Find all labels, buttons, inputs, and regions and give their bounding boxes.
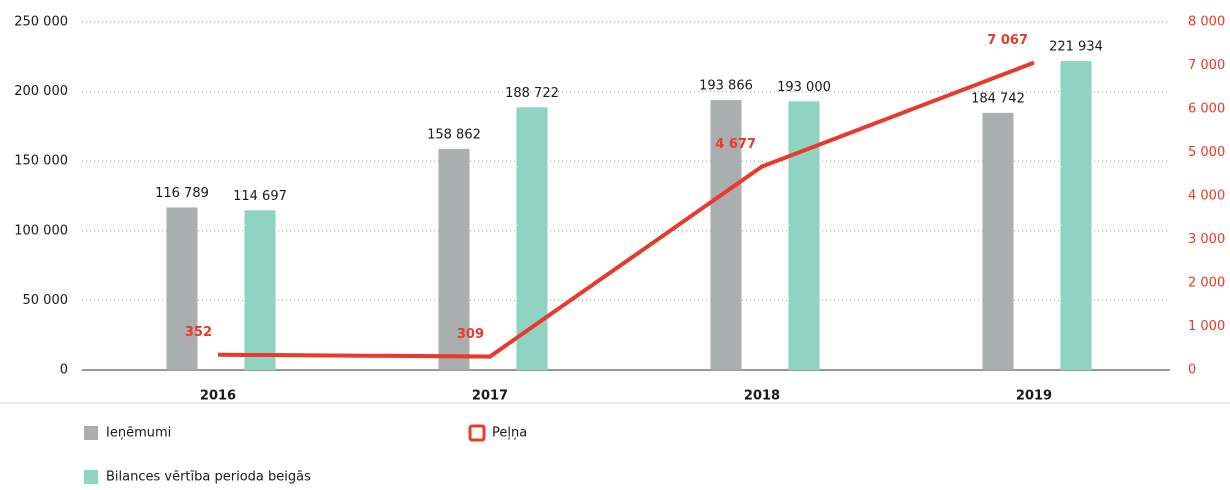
x-tick-label: 2016 — [200, 389, 236, 404]
data-label: 193 000 — [777, 80, 831, 95]
y2-tick-label: 0 — [1188, 363, 1196, 378]
y2-tick-label: 7 000 — [1188, 58, 1225, 73]
data-label: 221 934 — [1049, 40, 1103, 55]
legend-label: Bilances vērtība perioda beigās — [106, 470, 311, 485]
bar — [982, 112, 1014, 370]
data-label: 4 677 — [715, 137, 756, 152]
y-tick-label: 100 000 — [14, 223, 68, 238]
y2-tick-label: 6 000 — [1188, 102, 1225, 117]
bar — [1060, 61, 1092, 370]
bar — [166, 207, 198, 370]
y-tick-label: 200 000 — [14, 84, 68, 99]
bar — [516, 107, 548, 370]
y2-tick-label: 8 000 — [1188, 15, 1225, 30]
y2-tick-label: 4 000 — [1188, 189, 1225, 204]
y2-tick-label: 3 000 — [1188, 232, 1225, 247]
y2-tick-label: 2 000 — [1188, 276, 1225, 291]
bar — [438, 148, 470, 370]
y-tick-label: 0 — [60, 363, 68, 378]
legend-swatch — [468, 424, 486, 442]
bar — [710, 100, 742, 371]
data-label: 184 742 — [971, 91, 1025, 106]
data-label: 114 697 — [233, 189, 287, 204]
data-label: 7 067 — [987, 33, 1028, 48]
legend-label: Peļņa — [492, 426, 527, 441]
y2-tick-label: 5 000 — [1188, 145, 1225, 160]
line — [217, 60, 1035, 359]
y-tick-label: 50 000 — [23, 293, 69, 308]
legend-label: Ieņēmumi — [106, 426, 171, 441]
legend-swatch — [84, 470, 98, 484]
data-label: 352 — [185, 325, 212, 340]
data-label: 188 722 — [505, 86, 559, 101]
bar — [244, 210, 276, 370]
legend-swatch — [84, 426, 98, 440]
y-tick-label: 250 000 — [14, 15, 68, 30]
x-tick-label: 2018 — [744, 389, 780, 404]
y-tick-label: 150 000 — [14, 154, 68, 169]
data-label: 193 866 — [699, 79, 753, 94]
x-tick-label: 2019 — [1016, 389, 1052, 404]
y2-tick-label: 1 000 — [1188, 319, 1225, 334]
data-label: 309 — [457, 327, 484, 342]
data-label: 158 862 — [427, 127, 481, 142]
x-tick-label: 2017 — [472, 389, 508, 404]
data-label: 116 789 — [155, 186, 209, 201]
bar — [788, 101, 820, 371]
